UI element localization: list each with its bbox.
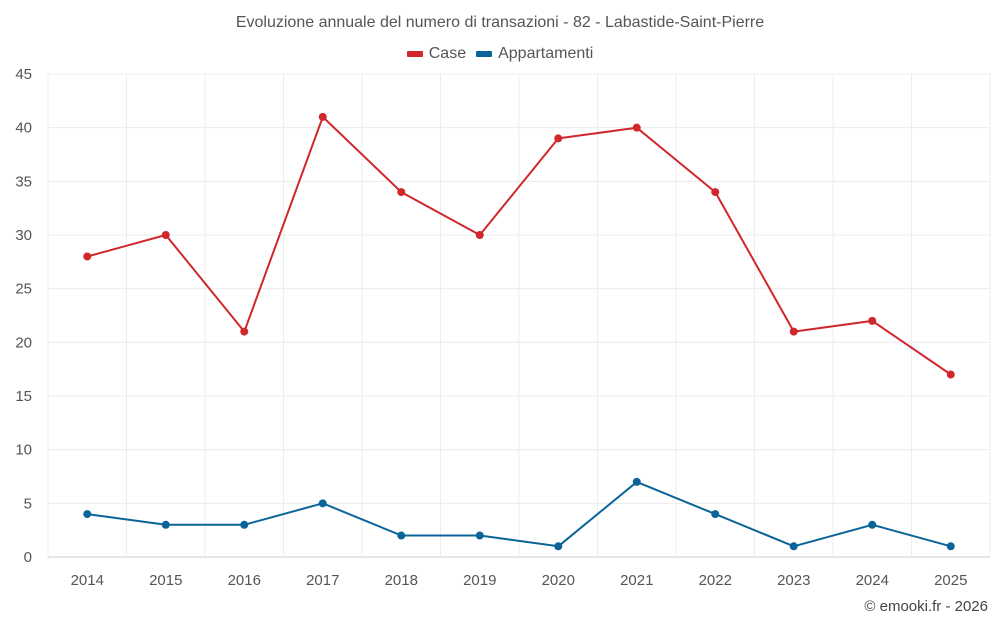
legend: Case Appartamenti [0, 45, 1000, 63]
data-point-appartamenti-2024[interactable] [868, 520, 877, 529]
y-tick-label-10: 10 [15, 442, 32, 459]
x-tick-label-2021: 2021 [620, 572, 653, 589]
data-point-appartamenti-2015[interactable] [161, 520, 170, 529]
data-point-case-2023[interactable] [789, 327, 798, 336]
data-point-case-2025[interactable] [946, 370, 955, 379]
data-point-appartamenti-2023[interactable] [789, 542, 798, 551]
legend-label-appartamenti: Appartamenti [498, 45, 594, 62]
credit-text: © emooki.fr - 2026 [864, 598, 988, 615]
data-point-case-2017[interactable] [318, 112, 327, 121]
y-tick-label-25: 25 [15, 281, 32, 298]
x-tick-label-2017: 2017 [306, 572, 339, 589]
data-point-case-2021[interactable] [632, 123, 641, 132]
data-point-case-2022[interactable] [711, 188, 720, 197]
data-point-case-2020[interactable] [554, 134, 563, 143]
data-point-case-2014[interactable] [83, 252, 92, 261]
x-tick-label-2019: 2019 [463, 572, 496, 589]
data-point-case-2016[interactable] [240, 327, 249, 336]
x-tick-label-2016: 2016 [228, 572, 261, 589]
y-tick-label-30: 30 [15, 227, 32, 244]
x-tick-label-2018: 2018 [385, 572, 418, 589]
y-tick-label-15: 15 [15, 388, 32, 405]
y-tick-label-5: 5 [24, 495, 32, 512]
series-line-appartamenti [87, 480, 952, 548]
data-point-appartamenti-2014[interactable] [83, 510, 92, 519]
data-point-appartamenti-2021[interactable] [632, 477, 641, 486]
x-tick-label-2014: 2014 [71, 572, 104, 589]
y-tick-label-0: 0 [24, 549, 32, 566]
y-tick-label-20: 20 [15, 334, 32, 351]
data-point-appartamenti-2017[interactable] [318, 499, 327, 508]
data-point-case-2015[interactable] [161, 231, 170, 239]
data-point-case-2024[interactable] [868, 316, 877, 325]
series-line-case [87, 115, 952, 376]
legend-item-case[interactable]: Case [406, 45, 467, 63]
data-point-case-2018[interactable] [397, 188, 406, 197]
legend-item-appartamenti[interactable]: Appartamenti [476, 45, 593, 63]
data-point-case-2019[interactable] [475, 231, 484, 239]
chart-title: Evoluzione annuale del numero di transaz… [235, 14, 765, 31]
x-tick-label-2024: 2024 [856, 572, 889, 589]
data-point-appartamenti-2020[interactable] [554, 542, 563, 551]
x-tick-label-2020: 2020 [542, 572, 575, 589]
data-point-appartamenti-2025[interactable] [946, 542, 955, 551]
y-tick-label-40: 40 [15, 120, 32, 137]
y-tick-label-35: 35 [15, 173, 32, 190]
y-tick-label-45: 45 [15, 66, 32, 83]
x-tick-label-2025: 2025 [934, 572, 967, 589]
legend-swatch-case [406, 51, 423, 57]
data-point-appartamenti-2018[interactable] [397, 531, 406, 540]
x-tick-label-2023: 2023 [777, 572, 810, 589]
x-tick-label-2015: 2015 [149, 572, 182, 589]
x-tick-label-2022: 2022 [699, 572, 732, 589]
data-point-appartamenti-2022[interactable] [711, 510, 720, 519]
legend-label-case: Case [428, 45, 467, 62]
legend-swatch-appartamenti [476, 51, 493, 57]
data-point-appartamenti-2019[interactable] [475, 531, 484, 540]
data-point-appartamenti-2016[interactable] [240, 520, 249, 529]
